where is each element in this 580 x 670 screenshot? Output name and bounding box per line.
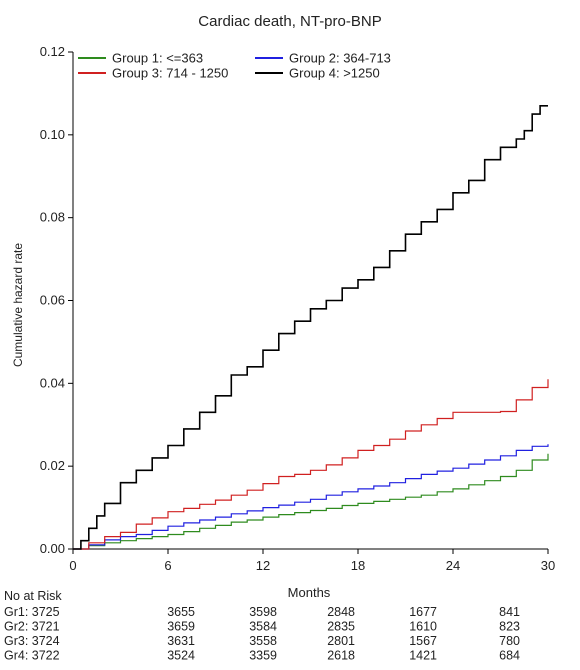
risk-row-label: Gr2: 3721 xyxy=(4,620,60,634)
risk-row-label: Gr1: 3725 xyxy=(4,605,60,619)
risk-cell: 2848 xyxy=(327,605,355,619)
legend-label-group-3: Group 3: 714 - 1250 xyxy=(112,66,228,81)
x-tick-label: 24 xyxy=(446,558,460,573)
risk-cell: 684 xyxy=(499,649,520,663)
y-axis-label: Cumulative hazard rate xyxy=(11,243,25,367)
series-line-group-3 xyxy=(73,379,549,550)
y-tick-label: 0.00 xyxy=(40,541,65,556)
risk-cell: 3659 xyxy=(167,620,195,634)
risk-cell: 2801 xyxy=(327,634,355,648)
risk-cell: 2835 xyxy=(327,620,355,634)
x-tick-label: 12 xyxy=(256,558,270,573)
x-tick-label: 6 xyxy=(164,558,171,573)
risk-table-header: No at Risk xyxy=(4,589,62,603)
series-line-group-1 xyxy=(73,453,549,550)
x-tick-label: 18 xyxy=(351,558,365,573)
y-tick-label: 0.08 xyxy=(40,210,65,225)
series-line-group-4 xyxy=(73,105,548,550)
risk-cell: 3558 xyxy=(249,634,277,648)
risk-cell: 3631 xyxy=(167,634,195,648)
risk-cell: 3524 xyxy=(167,649,195,663)
risk-row-label: Gr3: 3724 xyxy=(4,634,60,648)
x-tick-label: 30 xyxy=(541,558,555,573)
y-ticks: 0.00 0.02 0.04 0.06 0.08 0.10 0.12 xyxy=(40,44,73,556)
risk-cell: 841 xyxy=(499,605,520,619)
series-lines xyxy=(73,105,549,550)
legend-label-group-1: Group 1: <=363 xyxy=(112,51,203,66)
risk-cell: 3359 xyxy=(249,649,277,663)
risk-cell: 3655 xyxy=(167,605,195,619)
risk-cell: 780 xyxy=(499,634,520,648)
series-line-group-2 xyxy=(73,444,549,550)
x-ticks: 0 6 12 18 24 30 xyxy=(69,549,555,573)
y-tick-label: 0.06 xyxy=(40,293,65,308)
risk-row-label: Gr4: 3722 xyxy=(4,649,60,663)
risk-cell: 2618 xyxy=(327,649,355,663)
risk-cell: 1567 xyxy=(409,634,437,648)
y-tick-label: 0.10 xyxy=(40,127,65,142)
legend-label-group-4: Group 4: >1250 xyxy=(289,66,380,81)
risk-cell: 1421 xyxy=(409,649,437,663)
risk-table: Gr1: 3725 3655 3598 2848 1677 841 Gr2: 3721 365… xyxy=(4,605,520,663)
chart-title: Cardiac death, NT-pro-BNP xyxy=(198,13,381,30)
y-tick-label: 0.02 xyxy=(40,458,65,473)
x-tick-label: 0 xyxy=(69,558,76,573)
legend: Group 1: <=363 Group 2: 364-713 Group 3: 7… xyxy=(78,51,391,81)
risk-cell: 1610 xyxy=(409,620,437,634)
x-axis-label: Months xyxy=(288,585,331,600)
risk-cell: 3598 xyxy=(249,605,277,619)
risk-cell: 823 xyxy=(499,620,520,634)
legend-label-group-2: Group 2: 364-713 xyxy=(289,51,391,66)
risk-cell: 1677 xyxy=(409,605,437,619)
y-tick-label: 0.04 xyxy=(40,375,65,390)
risk-cell: 3584 xyxy=(249,620,277,634)
y-tick-label: 0.12 xyxy=(40,44,65,59)
